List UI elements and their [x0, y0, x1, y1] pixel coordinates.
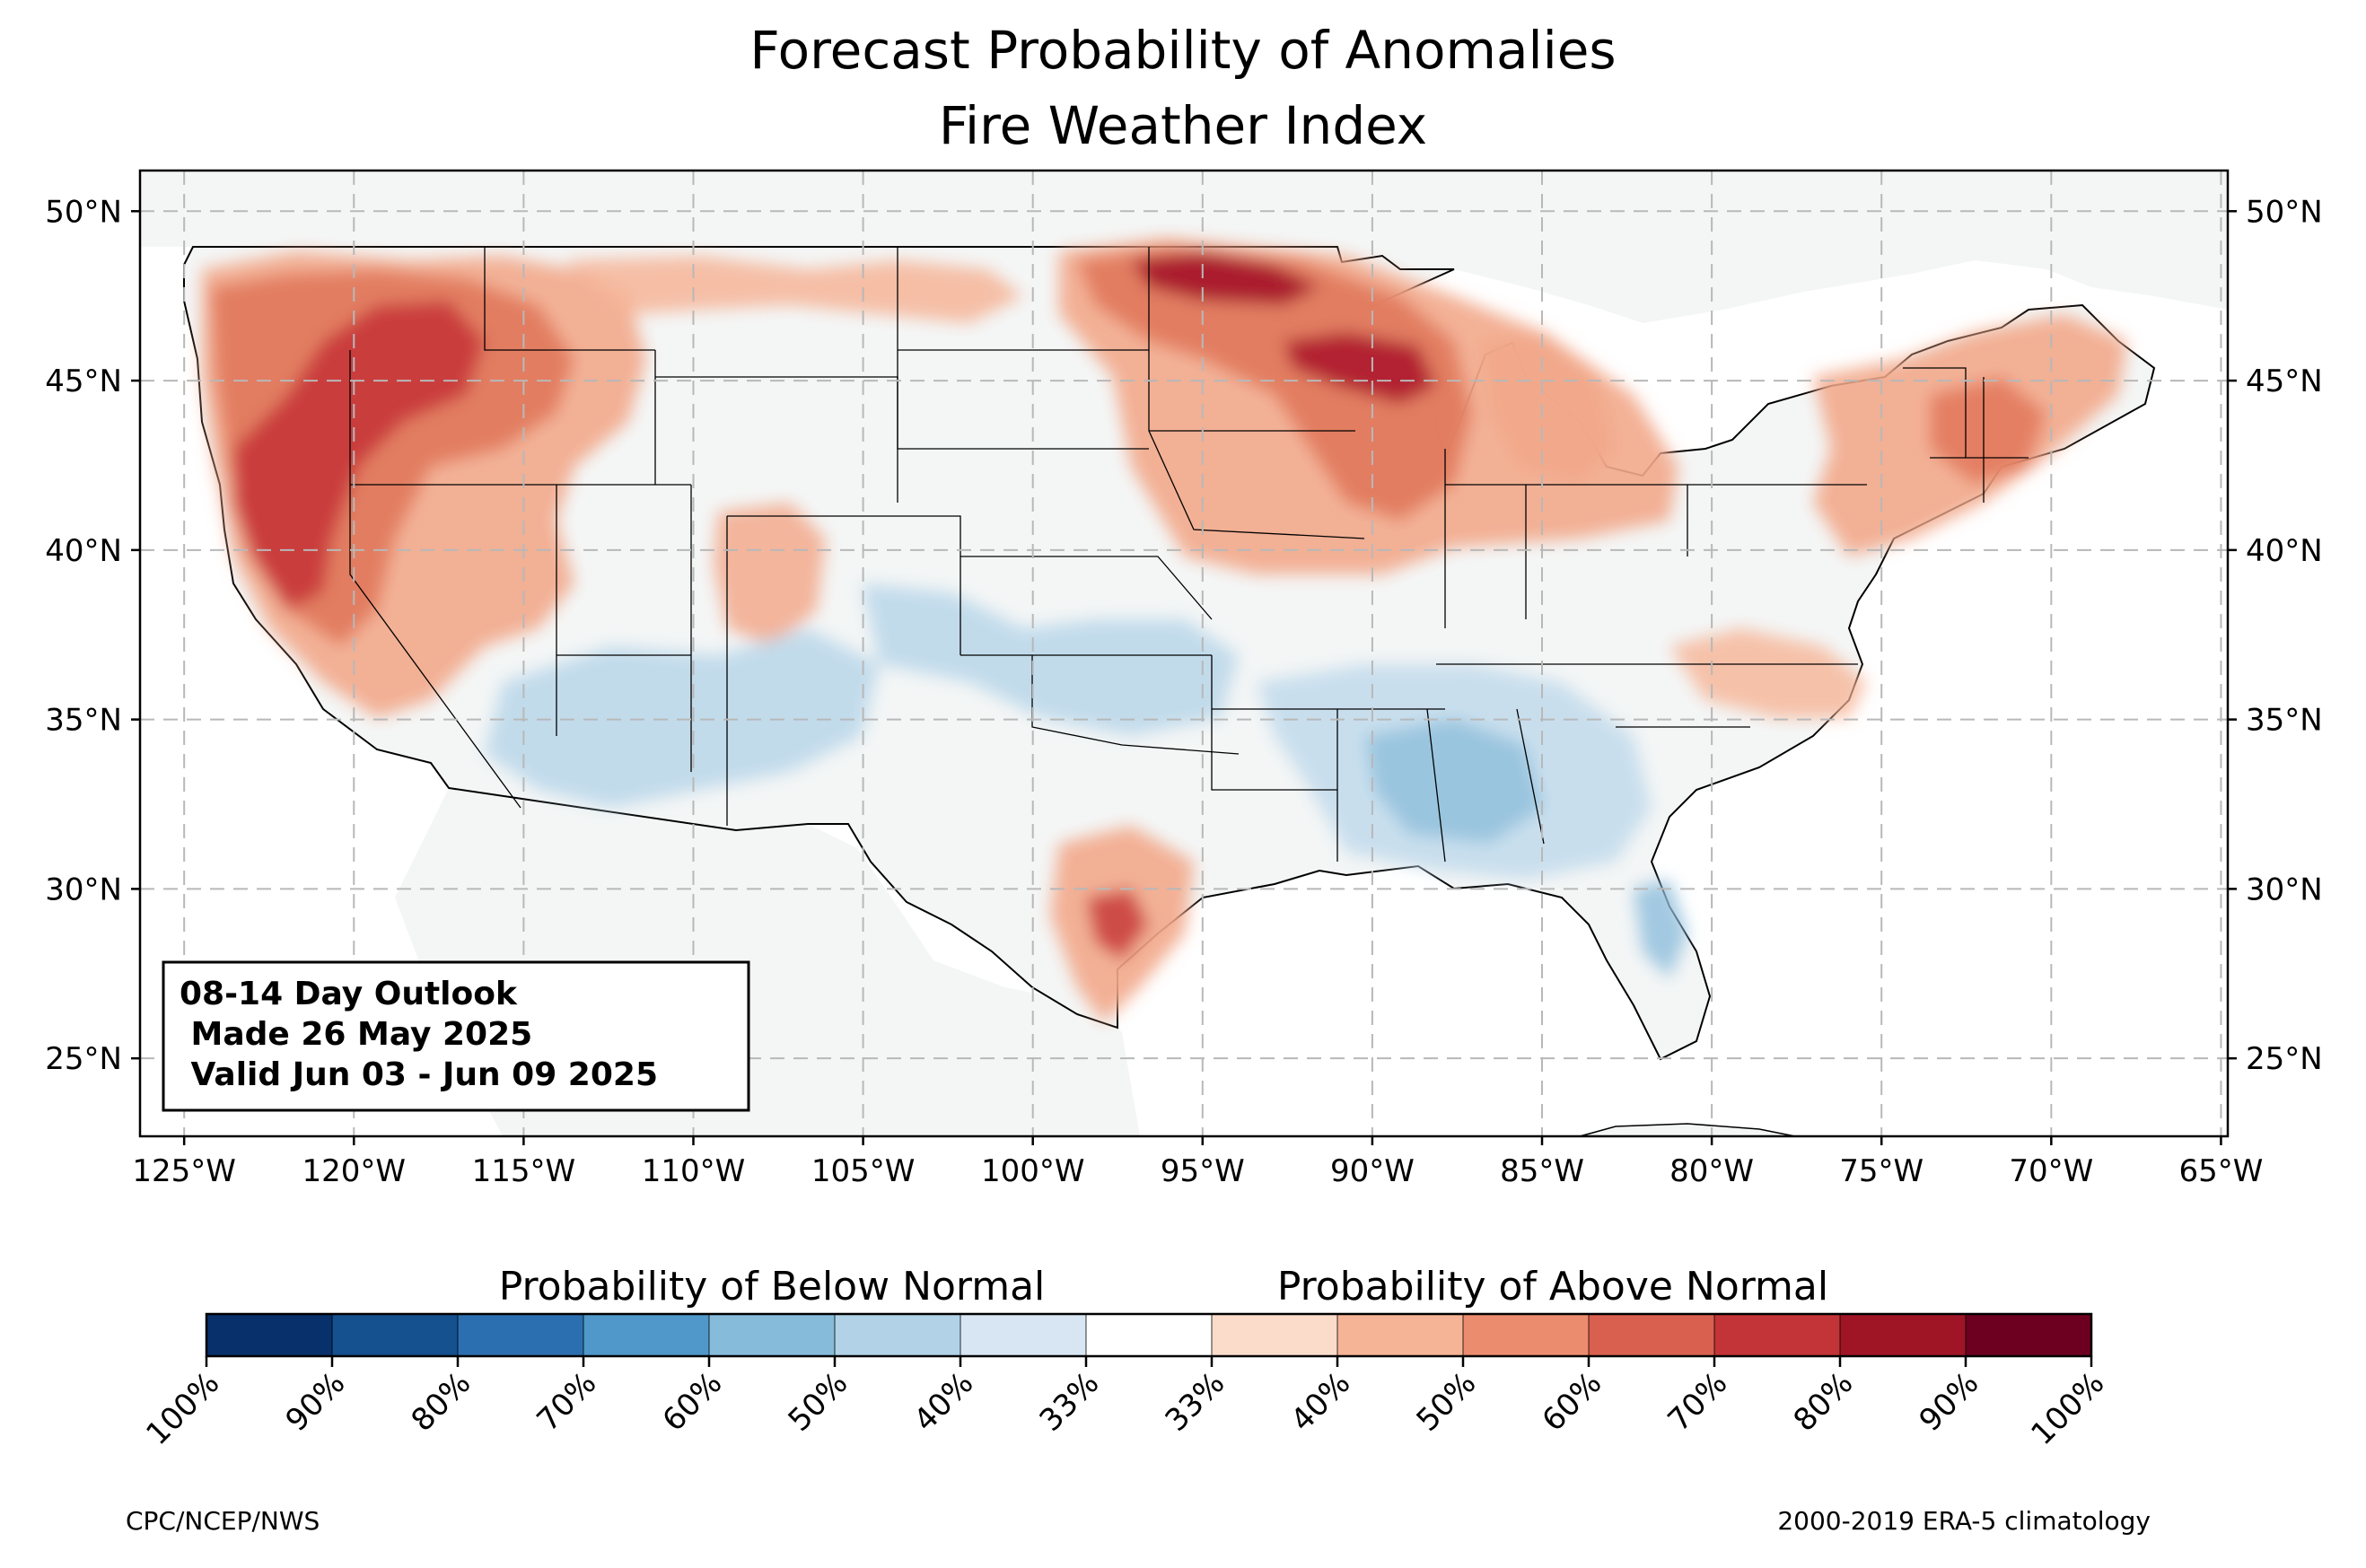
- above-colorado-50: [714, 503, 826, 646]
- info-box-line2: Made 26 May 2025: [180, 1016, 532, 1053]
- lon-tick-label: 80°W: [1669, 1153, 1754, 1189]
- colorbar-tick-label: 40%: [1284, 1365, 1358, 1439]
- colorbar-swatch: [708, 1313, 836, 1357]
- lon-tick-label: 105°W: [811, 1153, 916, 1189]
- below-southern-plains-40: [862, 583, 1239, 736]
- lon-tick-label: 90°W: [1330, 1153, 1415, 1189]
- lat-tick-label-left: 25°N: [45, 1041, 122, 1077]
- latitude-ticks: 50°N 50°N 45°N 45°N 40°N 40°N 35°N 35°N 30°N 30°N…: [45, 194, 2322, 1077]
- map-frame: [138, 169, 2230, 1138]
- colorbar-above-label: Probability of Above Normal: [1277, 1264, 1828, 1310]
- lat-tick-label-right: 30°N: [2246, 872, 2323, 907]
- below-south-50: [1364, 718, 1544, 844]
- colorbar-tick-label: 80%: [405, 1365, 478, 1439]
- colorbar-swatch: [1211, 1313, 1338, 1357]
- above-wisconsin-80: [1284, 332, 1436, 404]
- probability-shading: [202, 238, 2127, 1023]
- colorbar-swatch: [206, 1313, 333, 1357]
- below-southwest-40: [485, 628, 880, 808]
- lat-tick-label-left: 35°N: [45, 703, 122, 739]
- colorbar-tick-label: 33%: [1159, 1365, 1232, 1439]
- colorbar: Probability of Below Normal Probability …: [139, 1264, 2111, 1452]
- colorbar-swatch: [1839, 1313, 1967, 1357]
- colorbar-swatch: [457, 1313, 584, 1357]
- lat-tick-label-left: 50°N: [45, 194, 122, 230]
- colorbar-below-label: Probability of Below Normal: [499, 1264, 1046, 1310]
- map-panel: 125°W 120°W 115°W 110°W 105°W 100°W 95°W 90°W 85…: [45, 169, 2323, 1189]
- footer-credit: CPC/NCEP/NWS: [126, 1506, 320, 1536]
- colorbar-swatch: [1462, 1313, 1590, 1357]
- title-line2: Fire Weather Index: [939, 95, 1427, 156]
- colorbar-swatch: [1713, 1313, 1841, 1357]
- outlook-info-box: 08-14 Day Outlook Made 26 May 2025 Valid…: [162, 960, 750, 1112]
- colorbar-tick-label: 100%: [2024, 1365, 2111, 1452]
- colorbar-frame: [205, 1312, 2093, 1358]
- colorbar-swatch: [960, 1313, 1087, 1357]
- above-southeast-coast-40: [1669, 628, 1867, 718]
- lon-tick-label: 100°W: [981, 1153, 1085, 1189]
- lon-tick-label: 65°W: [2178, 1153, 2263, 1189]
- title-line1: Forecast Probability of Anomalies: [749, 20, 1616, 81]
- colorbar-swatch: [1965, 1313, 2092, 1357]
- colorbar-swatch: [834, 1313, 961, 1357]
- colorbar-tick-label: 90%: [1913, 1365, 1986, 1439]
- colorbar-tick-label: 100%: [139, 1365, 226, 1452]
- colorbar-tick-label: 70%: [530, 1365, 604, 1439]
- longitude-ticks: 125°W 120°W 115°W 110°W 105°W 100°W 95°W 90°W 85…: [132, 1136, 2263, 1189]
- state-borders: [349, 247, 2029, 863]
- lat-tick-label-left: 40°N: [45, 533, 122, 569]
- colorbar-swatch: [331, 1313, 459, 1357]
- colorbar-tick-label: 50%: [1410, 1365, 1484, 1439]
- info-box-line1: 08-14 Day Outlook: [180, 976, 518, 1012]
- colorbar-swatch: [1085, 1313, 1213, 1357]
- colorbar-tick-label: 80%: [1787, 1365, 1861, 1439]
- lon-tick-label: 115°W: [472, 1153, 576, 1189]
- lat-tick-label-right: 25°N: [2246, 1041, 2323, 1077]
- colorbar-tick-label: 60%: [656, 1365, 730, 1439]
- lon-tick-label: 110°W: [642, 1153, 746, 1189]
- above-minnesota-80: [1131, 251, 1319, 305]
- colorbar-tick-label: 70%: [1661, 1365, 1735, 1439]
- colorbar-tick-label: 90%: [279, 1365, 353, 1439]
- footer-climatology: 2000-2019 ERA-5 climatology: [1777, 1506, 2151, 1536]
- lon-tick-label: 120°W: [302, 1153, 407, 1189]
- lat-tick-label-right: 40°N: [2246, 533, 2323, 569]
- colorbar-tick-label: 50%: [782, 1365, 855, 1439]
- colorbar-swatch: [1588, 1313, 1715, 1357]
- above-northern-plains-50: [565, 256, 1023, 323]
- above-michigan-50: [1481, 332, 1616, 485]
- cuba-land: [1579, 1123, 1796, 1136]
- colorbar-tick-label: 60%: [1536, 1365, 1609, 1439]
- colorbar-swatch: [583, 1313, 710, 1357]
- info-box-line3: Valid Jun 03 - Jun 09 2025: [180, 1056, 658, 1093]
- colorbar-tick-label: 40%: [907, 1365, 981, 1439]
- lat-tick-label-right: 35°N: [2246, 703, 2323, 739]
- lon-tick-label: 125°W: [132, 1153, 236, 1189]
- lon-tick-label: 95°W: [1161, 1153, 1245, 1189]
- colorbar-ticks: 100% 90% 80% 70% 60% 50% 40% 33% 33% 40% 50% 60% 70%…: [139, 1356, 2111, 1452]
- lon-tick-label: 75°W: [1839, 1153, 1923, 1189]
- colorbar-swatch: [1336, 1313, 1464, 1357]
- lon-tick-label: 70°W: [2009, 1153, 2093, 1189]
- colorbar-tick-label: 33%: [1033, 1365, 1107, 1439]
- lat-tick-label-left: 45°N: [45, 364, 122, 399]
- lat-tick-label-left: 30°N: [45, 872, 122, 907]
- lon-tick-label: 85°W: [1500, 1153, 1584, 1189]
- colorbar-swatches: [206, 1313, 2092, 1357]
- info-box-frame: [162, 960, 750, 1112]
- lat-tick-label-right: 50°N: [2246, 194, 2323, 230]
- above-texas-70: [1086, 889, 1149, 960]
- above-upper-midwest-60: [1077, 247, 1472, 521]
- lat-tick-label-right: 45°N: [2246, 364, 2323, 399]
- below-florida-50: [1634, 880, 1687, 978]
- above-west-70: [233, 301, 485, 610]
